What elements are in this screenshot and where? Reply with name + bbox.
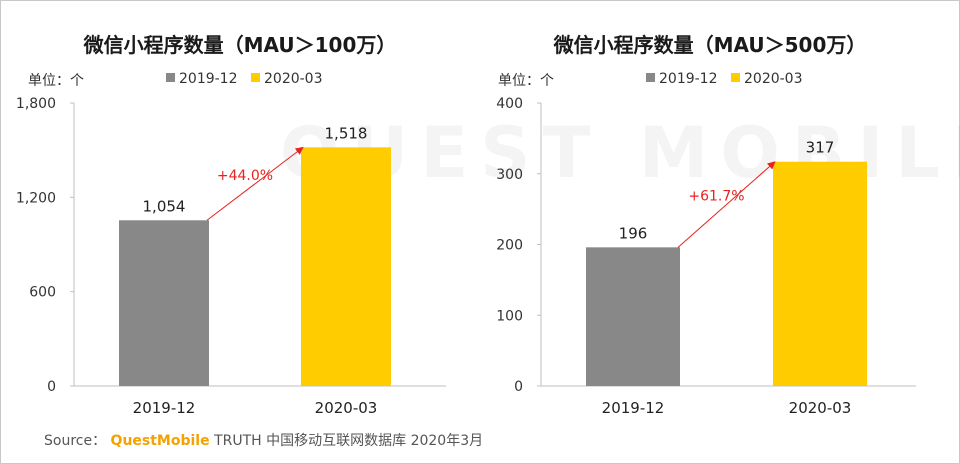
legend-label-2019-12: 2019-12: [659, 71, 718, 87]
legend-swatch-2020-03: [251, 73, 260, 82]
source-prefix: Source：: [44, 433, 107, 449]
legend-swatch-2019-12: [166, 73, 175, 82]
bar-2020-03: [773, 161, 867, 386]
data-label: 317: [806, 139, 835, 157]
growth-label: +44.0%: [217, 168, 273, 184]
bar-2019-12: [119, 220, 209, 386]
y-tick-label: 300: [496, 167, 523, 183]
legend-swatch-2020-03: [731, 73, 740, 82]
y-tick-label: 0: [514, 379, 523, 395]
legend-label-2020-03: 2020-03: [264, 71, 323, 87]
y-tick-label: 200: [496, 238, 523, 254]
y-tick-label: 100: [496, 308, 523, 324]
legend-swatch-2019-12: [646, 73, 655, 82]
legend-label-2019-12: 2019-12: [179, 71, 238, 87]
data-label: 196: [619, 224, 648, 242]
category-label: 2020-03: [315, 399, 378, 417]
category-label: 2019-12: [133, 399, 196, 417]
bar-2019-12: [586, 247, 680, 386]
y-tick-label: 1,200: [16, 190, 56, 206]
unit-label: 单位：个: [498, 73, 554, 89]
data-label: 1,518: [325, 124, 368, 142]
legend-label-2020-03: 2020-03: [744, 71, 803, 87]
y-tick-label: 600: [29, 285, 56, 301]
growth-arrow: [677, 161, 776, 248]
unit-label: 单位：个: [28, 73, 84, 89]
y-tick-label: 1,800: [16, 96, 56, 112]
y-tick-label: 400: [496, 96, 523, 112]
source-note: Source： QuestMobile TRUTH 中国移动互联网数据库 202…: [44, 430, 483, 450]
growth-label: +61.7%: [688, 189, 744, 205]
data-label: 1,054: [143, 197, 186, 215]
source-brand: QuestMobile: [110, 433, 210, 449]
source-suffix: TRUTH 中国移动互联网数据库 2020年3月: [214, 433, 484, 449]
chart-title: 微信小程序数量（MAU＞100万）: [83, 33, 397, 57]
y-tick-label: 0: [47, 379, 56, 395]
category-label: 2019-12: [602, 399, 665, 417]
category-label: 2020-03: [789, 399, 852, 417]
chart-title: 微信小程序数量（MAU＞500万）: [553, 33, 867, 57]
bar-2020-03: [301, 147, 391, 386]
growth-arrow: [206, 146, 304, 221]
